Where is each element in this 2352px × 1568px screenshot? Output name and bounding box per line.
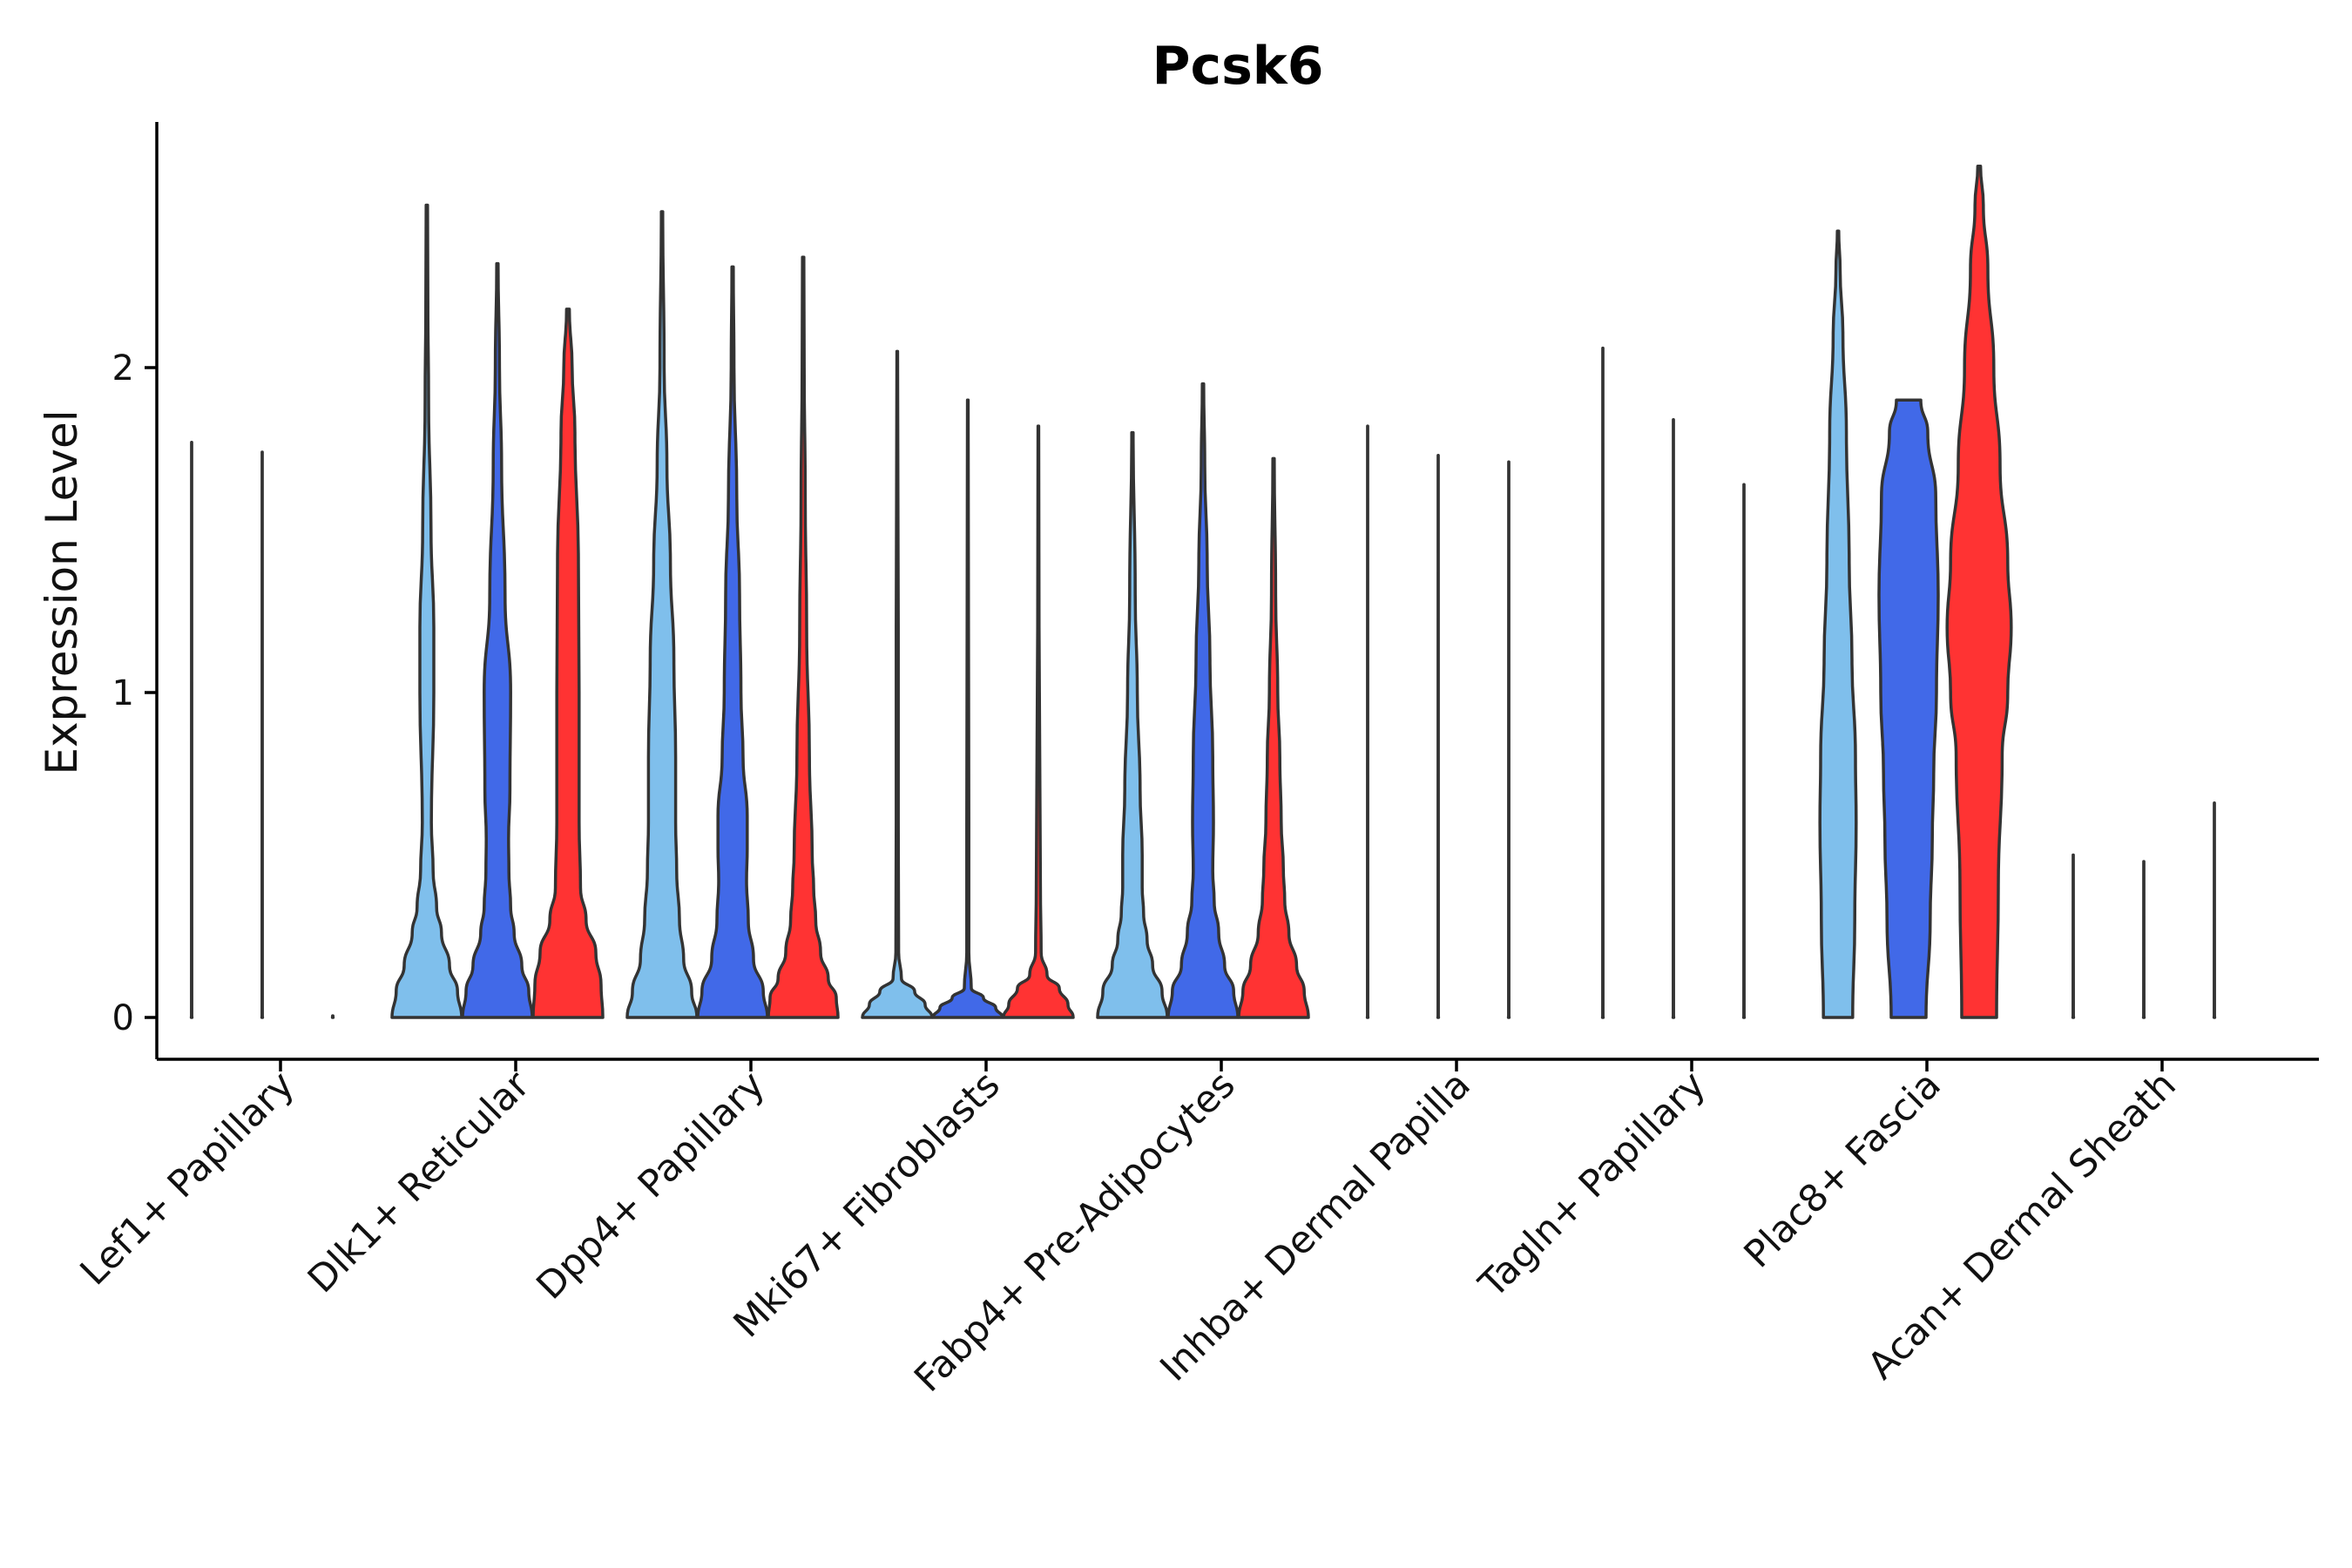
violin-4-3 <box>1002 424 1075 1019</box>
chart-title: Pcsk6 <box>1152 36 1324 97</box>
violin-3-3 <box>767 255 840 1019</box>
violin-5-2 <box>1166 382 1240 1019</box>
y-tick-label: 1 <box>112 673 134 713</box>
violin-2-1 <box>390 203 463 1019</box>
y-ticks: 0 1 2 <box>112 348 157 1038</box>
violin-8-2 <box>1877 398 1940 1019</box>
violin-6-2 <box>1436 453 1441 1019</box>
x-tick-label: Dlk1+ Reticular <box>300 1063 538 1301</box>
violin-4-1 <box>861 349 934 1019</box>
violin-8-3 <box>1945 164 2013 1019</box>
violin-8-1 <box>1818 229 1858 1019</box>
x-tick-label: Plac8+ Fascia <box>1736 1063 1950 1276</box>
x-tick-label: Lef1+ Papillary <box>72 1063 303 1294</box>
x-tick-label: Mki67+ Fibroblasts <box>726 1063 1009 1346</box>
x-tick-label: Dpp4+ Papillary <box>529 1063 774 1308</box>
violin-3-1 <box>625 210 699 1019</box>
violin-6-1 <box>1365 424 1370 1019</box>
violin-6-3 <box>1506 460 1511 1019</box>
violin-3-2 <box>696 265 769 1019</box>
violin-4-2 <box>931 398 1004 1019</box>
y-tick-label: 2 <box>112 348 134 389</box>
violin-5-3 <box>1237 456 1310 1019</box>
violin-9-3 <box>2212 801 2217 1019</box>
violin-7-3 <box>1741 483 1747 1019</box>
violin-1-1 <box>189 441 194 1019</box>
violin-2-2 <box>461 261 534 1019</box>
violin-7-2 <box>1671 417 1676 1019</box>
violin-1-2 <box>260 450 265 1019</box>
y-axis-label: Expression Level <box>37 409 87 774</box>
violin-7-1 <box>1600 346 1605 1019</box>
violin-9-1 <box>2071 853 2076 1019</box>
violin-5-1 <box>1096 430 1169 1019</box>
violin-layer <box>189 164 2217 1019</box>
violin-2-3 <box>531 308 605 1019</box>
violin-9-2 <box>2141 860 2146 1019</box>
x-tick-label: Tagln+ Papillary <box>1470 1063 1714 1307</box>
y-tick-label: 0 <box>112 998 134 1038</box>
violin-1-3 <box>330 1014 335 1019</box>
